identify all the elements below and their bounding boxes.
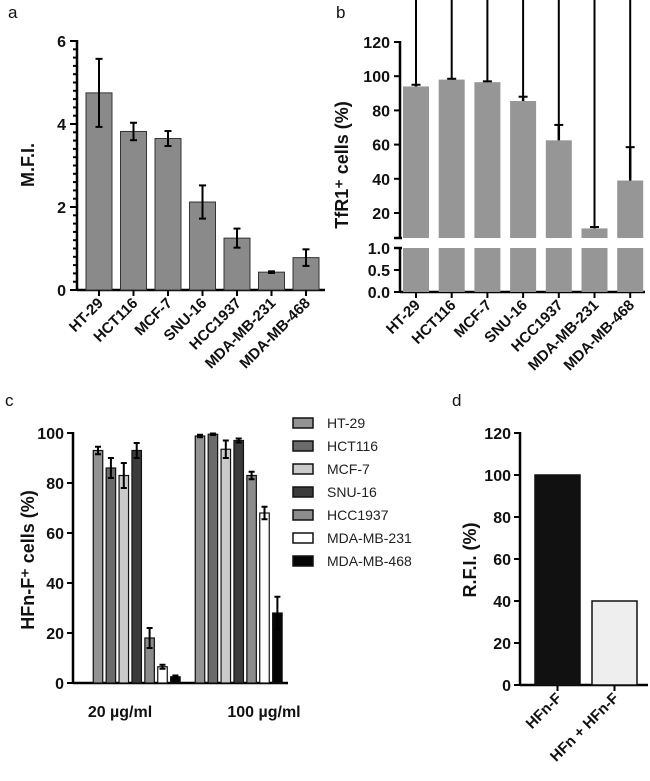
legend-swatch bbox=[292, 509, 314, 521]
y-tick-label: 120 bbox=[484, 426, 511, 443]
y-tick-label: 80 bbox=[46, 476, 64, 493]
bar bbox=[403, 86, 429, 239]
y-tick-label: 20 bbox=[493, 636, 511, 653]
bar bbox=[474, 82, 501, 238]
bar bbox=[591, 600, 638, 686]
y-tick-label: 2 bbox=[57, 200, 66, 217]
y-tick-label: 20 bbox=[372, 206, 390, 223]
bar bbox=[510, 100, 537, 239]
legend-label: MDA-MB-468 bbox=[327, 553, 412, 569]
legend-label: SNU-16 bbox=[327, 484, 377, 500]
bar bbox=[85, 92, 113, 291]
y-tick-label: 0.0 bbox=[368, 285, 390, 302]
bar-lower-segment bbox=[581, 248, 608, 292]
y-axis-title: R.F.I. (%) bbox=[460, 522, 480, 597]
bar bbox=[534, 474, 581, 686]
bar bbox=[581, 228, 608, 238]
legend-swatch bbox=[292, 532, 314, 544]
y-tick-label: 60 bbox=[372, 138, 390, 155]
y-tick-label: 80 bbox=[372, 103, 390, 120]
bar bbox=[258, 271, 285, 291]
legend-label: MDA-MB-231 bbox=[327, 530, 412, 546]
y-tick-label: 20 bbox=[46, 626, 64, 643]
bar bbox=[105, 467, 117, 684]
bar-lower-segment bbox=[438, 248, 465, 292]
panel-letter-d: d bbox=[452, 391, 461, 410]
y-tick-label: 100 bbox=[363, 69, 390, 86]
bar bbox=[220, 448, 232, 684]
bar-lower-segment bbox=[545, 248, 572, 292]
legend-label: HCC1937 bbox=[327, 507, 389, 523]
y-tick-label: 6 bbox=[57, 34, 66, 51]
y-axis-title: TfR1⁺ cells (%) bbox=[332, 101, 352, 229]
panel-letter-b: b bbox=[336, 3, 345, 22]
y-tick-label: 60 bbox=[493, 552, 511, 569]
bar bbox=[233, 439, 245, 684]
y-tick-label: 100 bbox=[484, 468, 511, 485]
panel-letter-c: c bbox=[5, 391, 14, 410]
legend-label: HCT116 bbox=[327, 438, 378, 454]
y-tick-label: 40 bbox=[46, 576, 64, 593]
bar bbox=[438, 79, 465, 239]
legend-label: MCF-7 bbox=[327, 461, 370, 477]
legend-label: HT-29 bbox=[327, 415, 365, 431]
bar bbox=[246, 474, 257, 684]
y-tick-label: 4 bbox=[57, 117, 66, 134]
y-tick-label: 80 bbox=[493, 510, 511, 527]
y-tick-label: 40 bbox=[493, 594, 511, 611]
bar bbox=[118, 474, 130, 684]
bar-lower-segment bbox=[510, 248, 537, 292]
y-tick-label: 100 bbox=[37, 426, 64, 443]
bar bbox=[545, 140, 572, 238]
legend-swatch bbox=[292, 463, 314, 475]
bar bbox=[154, 138, 182, 291]
bar bbox=[194, 435, 206, 684]
panel-c: 0 20 40 60 80 100 HFn-F⁺ cells (%) 20 µg/ml 100 … bbox=[18, 415, 412, 721]
x-tick-label: HFn-F bbox=[523, 690, 566, 733]
y-tick-label: 0 bbox=[55, 676, 64, 693]
bar bbox=[259, 512, 270, 684]
bar-lower-segment bbox=[474, 248, 501, 292]
y-tick-label: 0 bbox=[57, 283, 66, 300]
y-tick-label: 40 bbox=[372, 172, 390, 189]
bar-lower-segment bbox=[403, 248, 429, 292]
legend-swatch bbox=[292, 417, 314, 429]
bar bbox=[120, 130, 147, 291]
panel-letter-a: a bbox=[8, 3, 18, 22]
legend-swatch bbox=[292, 555, 314, 567]
bar bbox=[131, 449, 143, 684]
y-axis-title: HFn-F⁺ cells (%) bbox=[18, 490, 38, 630]
y-tick-label: 0.5 bbox=[368, 263, 390, 280]
bar bbox=[617, 180, 644, 238]
bar bbox=[207, 433, 219, 684]
y-tick-label: 120 bbox=[363, 35, 390, 52]
panel-a: 0246M.F.I.HT-29HCT116MCF-7SNU-16HCC1937M… bbox=[18, 34, 325, 372]
bar-lower-segment bbox=[617, 248, 644, 292]
y-tick-label: 60 bbox=[46, 526, 64, 543]
y-tick-label: 0 bbox=[502, 678, 511, 695]
bar bbox=[92, 449, 104, 684]
legend-swatch bbox=[292, 440, 314, 452]
y-axis-title: M.F.I. bbox=[18, 143, 38, 187]
y-tick-label: 1.0 bbox=[368, 241, 390, 258]
x-group-label: 20 µg/ml bbox=[88, 704, 152, 721]
x-group-label: 100 µg/ml bbox=[227, 704, 300, 721]
legend-swatch bbox=[292, 486, 314, 498]
